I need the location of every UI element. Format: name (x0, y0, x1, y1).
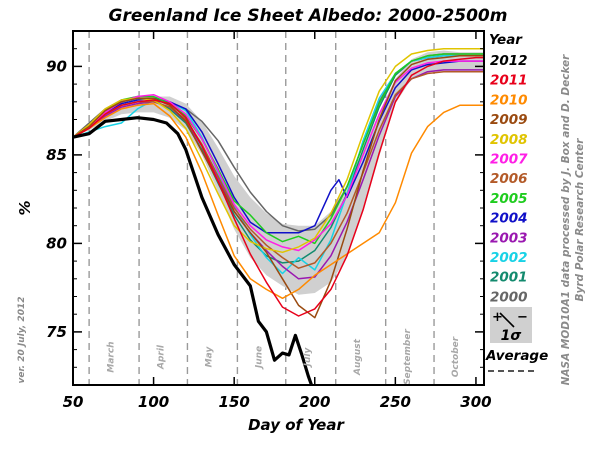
legend-entry-2006: 2006 (490, 171, 528, 187)
chart-title: Greenland Ice Sheet Albedo: 2000-2500m (109, 6, 508, 26)
x-tick-label: 150 (219, 393, 250, 411)
month-label: March (106, 341, 116, 372)
legend-entry-2002: 2002 (490, 250, 528, 266)
x-tick-label: 250 (380, 393, 411, 411)
y-tick-label: 90 (46, 57, 67, 75)
sigma-label: 1σ (501, 328, 522, 344)
month-labels: March April May June July August September Octo… (106, 329, 461, 385)
legend-entry-2000: 2000 (490, 289, 528, 305)
series-line-2012 (72, 116, 314, 386)
y-tick-label: 75 (46, 323, 67, 341)
legend-entry-2001: 2001 (490, 270, 528, 286)
x-axis-label: Day of Year (248, 416, 345, 434)
legend-entry-2010: 2010 (490, 92, 528, 108)
legend-entry-2008: 2008 (490, 132, 528, 148)
legend-entry-2007: 2007 (490, 152, 528, 168)
x-axis-ticks: 50 100 150 200 250 300 (63, 31, 492, 411)
legend-entry-2009: 2009 (490, 112, 528, 128)
y-tick-label: 85 (46, 146, 67, 164)
series-line-2009 (72, 55, 484, 319)
month-label: August (353, 338, 363, 376)
month-label: July (303, 347, 313, 369)
y-tick-label: 80 (46, 234, 67, 252)
legend-entry-2005: 2005 (490, 191, 528, 207)
legend-entries: 2012 2011 2010 2009 2008 2007 2006 2005 2004 2003… (490, 53, 528, 305)
legend-entry-2011: 2011 (490, 73, 528, 89)
x-tick-label: 50 (63, 393, 84, 411)
sigma-box: + − 1σ (490, 307, 532, 344)
legend-entry-2012: 2012 (490, 53, 528, 69)
side-credit-line-2: Byrd Polar Research Center (574, 138, 586, 302)
series-line-2011 (72, 56, 484, 317)
version-note: ver. 20 July, 2012 (17, 297, 27, 384)
side-credit-line-1: NASA MOD10A1 data processed by J. Box an… (560, 54, 572, 386)
month-label: April (156, 344, 166, 370)
month-label: June (255, 346, 265, 370)
month-label: October (451, 336, 461, 377)
series-line-2002 (72, 55, 484, 275)
average-label: Average (485, 348, 548, 364)
series-line-2003 (72, 69, 484, 280)
series-line-2007 (72, 60, 484, 252)
legend-entry-2004: 2004 (490, 211, 528, 227)
legend-title: Year (489, 32, 523, 48)
month-label: September (403, 329, 413, 385)
x-tick-label: 300 (460, 393, 491, 411)
sigma-plus: + (492, 310, 503, 325)
x-tick-label: 200 (299, 393, 330, 411)
sigma-line-icon (499, 312, 515, 328)
series-lines (72, 47, 484, 386)
sigma-minus: − (517, 310, 528, 325)
y-axis-ticks: 75 80 85 90 (46, 48, 484, 368)
legend-entry-2003: 2003 (490, 230, 528, 246)
series-line-2010 (72, 102, 484, 300)
month-label: May (205, 346, 215, 368)
legend: Year 2012 2011 2010 2009 2008 2007 2006 2005 200… (485, 32, 548, 372)
y-axis-label: % (16, 200, 34, 215)
x-tick-label: 100 (138, 393, 169, 411)
